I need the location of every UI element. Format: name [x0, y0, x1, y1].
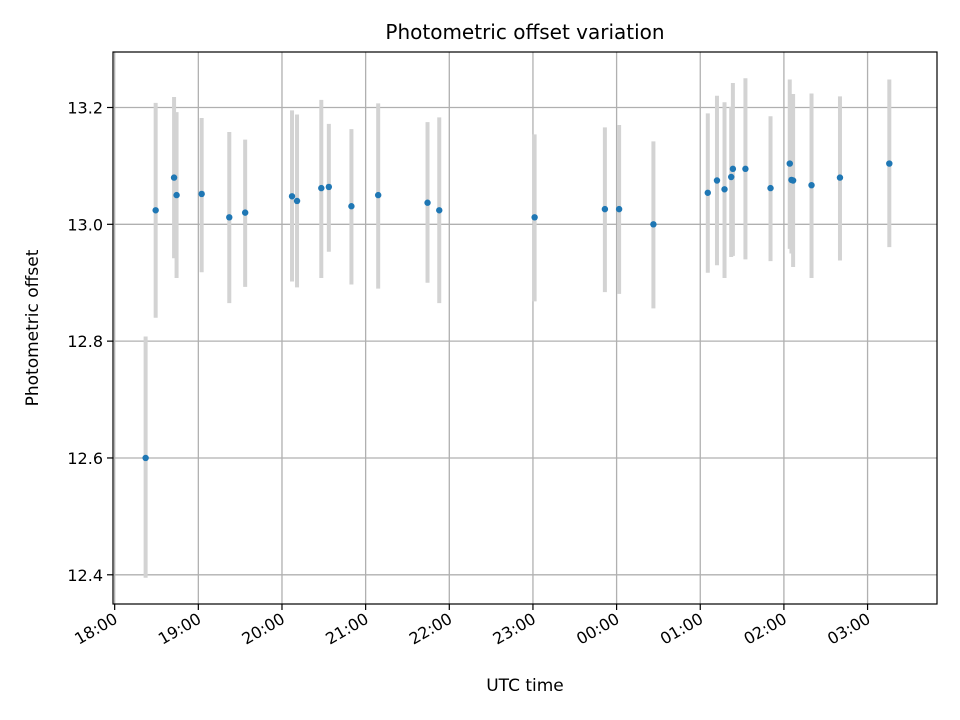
data-point	[836, 174, 844, 181]
data-point	[293, 197, 301, 205]
y-tick-label: 12.6	[67, 449, 103, 468]
data-point	[318, 184, 325, 192]
data-point	[198, 190, 205, 198]
y-tick-label: 13.2	[67, 98, 103, 117]
data-point	[742, 165, 749, 173]
data-point	[531, 214, 538, 221]
data-point	[325, 183, 333, 191]
data-point	[808, 181, 815, 189]
data-point	[721, 186, 728, 193]
y-axis-title: Photometric offset	[23, 249, 43, 406]
data-point	[650, 221, 657, 228]
y-tick-label: 13.0	[67, 215, 103, 234]
data-point	[789, 177, 797, 184]
data-point	[348, 203, 355, 210]
data-point	[704, 189, 711, 196]
data-point	[288, 193, 296, 200]
data-point	[729, 165, 737, 173]
data-point	[424, 199, 431, 206]
y-tick-label: 12.4	[67, 566, 103, 585]
data-point	[226, 214, 233, 221]
x-axis-title: UTC time	[486, 676, 564, 696]
data-point	[728, 173, 735, 181]
grid	[113, 52, 937, 604]
data-point	[615, 205, 623, 213]
data-point	[374, 191, 382, 199]
data-point	[767, 184, 774, 192]
data-point	[601, 205, 609, 213]
data-point	[436, 207, 443, 214]
data-point	[152, 207, 159, 214]
y-tick-label: 12.8	[67, 332, 103, 351]
chart-title: Photometric offset variation	[385, 20, 664, 44]
data-point	[170, 174, 178, 181]
data-point	[713, 177, 721, 184]
data-points	[142, 160, 893, 462]
data-point	[886, 160, 893, 167]
data-point	[241, 209, 249, 216]
plot-frame	[112, 51, 938, 605]
data-point	[786, 160, 793, 167]
data-point	[142, 454, 149, 462]
data-point	[173, 191, 180, 199]
y-axis: 12.4 12.6 12.8 13.0 13.2	[67, 98, 113, 585]
